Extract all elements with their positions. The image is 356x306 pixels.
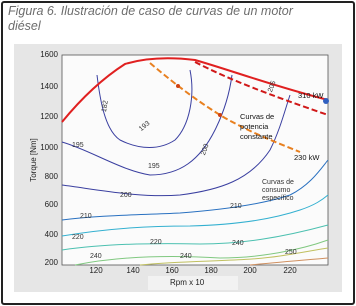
contour <box>61 74 233 176</box>
contour-label: 240 <box>90 253 102 260</box>
marker <box>218 113 222 117</box>
x-label-box <box>148 276 238 290</box>
contour-label: 240 <box>232 240 244 247</box>
y-tick-label: 800 <box>45 172 59 181</box>
contour <box>61 159 329 221</box>
contour-label: 250 <box>285 249 297 256</box>
annotation: Curvas de <box>240 112 274 121</box>
caption: Figura 6. Ilustración de caso de curvas … <box>8 4 293 33</box>
power-curve-230 <box>149 62 301 153</box>
contour-label: 205 <box>267 80 278 93</box>
x-tick-label: 180 <box>204 266 218 275</box>
marker <box>323 98 329 104</box>
annotation: potencia <box>240 122 269 131</box>
contour-label: 240 <box>180 253 192 260</box>
contour-label: 210 <box>230 203 242 210</box>
x-tick-label: 120 <box>89 266 103 275</box>
power-curve-310 <box>194 61 329 116</box>
y-tick-label: 200 <box>45 258 59 267</box>
annotation: 230 kW <box>294 153 320 162</box>
annotation: 310 kW <box>298 91 324 100</box>
y-tick-label: 1600 <box>40 50 58 59</box>
contour-label: 200 <box>200 143 211 156</box>
contour <box>61 94 291 197</box>
annotation: constante <box>240 132 273 141</box>
y-tick-label: 1400 <box>40 82 58 91</box>
x-tick-label: 220 <box>283 266 297 275</box>
contour-label: 200 <box>120 192 132 199</box>
x-tick-label: 140 <box>126 266 140 275</box>
x-tick-label: 200 <box>243 266 257 275</box>
marker <box>176 84 180 88</box>
contour-label: 195 <box>72 142 84 149</box>
y-axis-label: Torque [Nm] <box>29 138 38 182</box>
contour <box>74 239 329 266</box>
contour <box>61 224 329 251</box>
plot-area <box>61 54 329 266</box>
contours <box>61 69 329 266</box>
contour-label: 220 <box>150 239 162 246</box>
y-tick-label: 600 <box>45 200 59 209</box>
y-tick-label: 400 <box>45 230 59 239</box>
y-tick-label: 1200 <box>40 112 58 121</box>
x-tick-label: 160 <box>165 266 179 275</box>
contour-label: 210 <box>80 213 92 220</box>
contour-label: 220 <box>72 234 84 241</box>
contour-label: 195 <box>148 163 160 170</box>
max-torque-curve <box>61 57 329 123</box>
annotation: específico <box>262 195 294 202</box>
contour-label: 182 <box>101 100 110 113</box>
contour <box>96 69 193 148</box>
annotation: Curvas de <box>262 179 294 186</box>
x-axis-label: Rpm x 10 <box>170 278 205 287</box>
annotation: consumo <box>262 187 291 194</box>
contour <box>139 247 329 266</box>
contour <box>249 257 329 266</box>
y-tick-label: 1000 <box>40 143 58 152</box>
contour <box>61 194 329 237</box>
